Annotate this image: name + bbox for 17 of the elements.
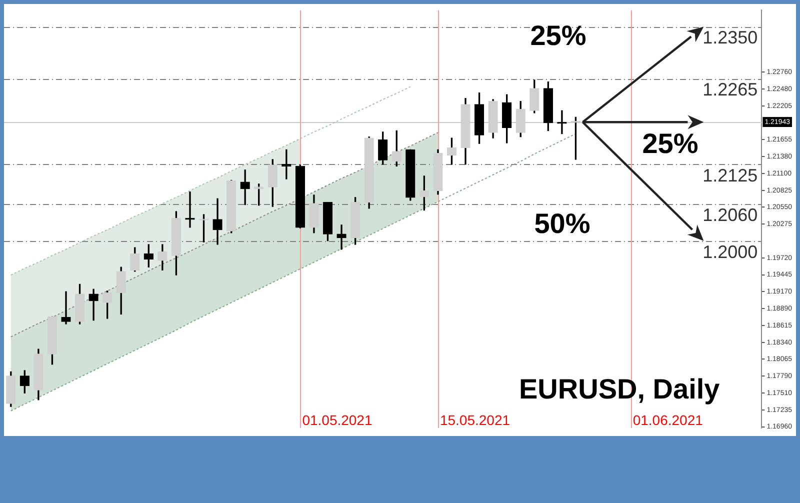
ref-line-label: 1.2265 <box>702 80 758 100</box>
candlestick <box>336 224 346 250</box>
text: 25% <box>642 128 698 159</box>
annotation: 01.05.2021 <box>302 412 372 428</box>
candlestick <box>61 291 71 324</box>
ref-line-label: 1.2350 <box>702 28 758 48</box>
ref-line-label: 1.2060 <box>702 205 758 226</box>
ref-line-label: 1.2125 <box>702 165 758 186</box>
annotation: 50% <box>534 208 590 240</box>
candlestick <box>212 198 222 245</box>
annotation: 25% <box>530 20 586 52</box>
text: EURUSD, Daily <box>518 374 720 405</box>
ref-line-label: 1.2000 <box>702 242 758 262</box>
line-series <box>10 86 411 276</box>
candlestick <box>88 288 98 321</box>
annotation: 15.05.2021 <box>440 412 510 428</box>
text: 01.06.2021 <box>632 412 704 428</box>
